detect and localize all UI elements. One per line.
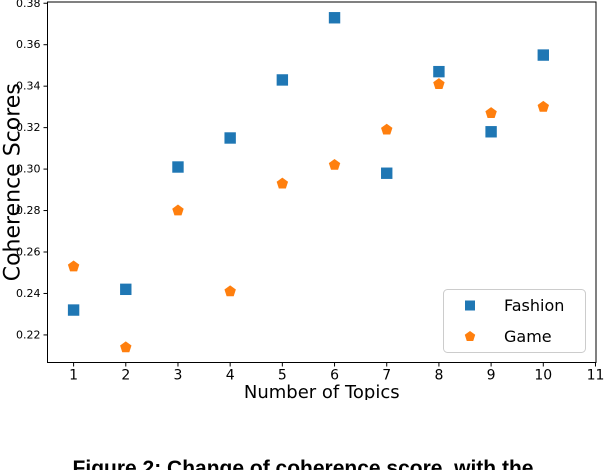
data-point-fashion	[67, 304, 80, 316]
x-tick-label: 4	[226, 368, 235, 384]
data-point-fashion	[485, 126, 497, 138]
y-tick-label: 0.30	[16, 163, 41, 176]
x-tick-label: 11	[587, 368, 605, 384]
legend-label-game: Game	[504, 327, 552, 346]
legend-marker-game	[464, 331, 476, 341]
data-point-fashion	[120, 283, 132, 296]
y-tick-label: 0.26	[16, 246, 41, 259]
legend-box	[443, 289, 586, 353]
data-point-game	[172, 204, 184, 216]
y-tick-label: 0.36	[16, 38, 41, 51]
data-point-game	[67, 260, 80, 272]
y-tick-label: 0.22	[16, 328, 41, 341]
legend-marker-fashion	[465, 300, 475, 311]
y-axis-label: Coherence Scores	[1, 83, 26, 281]
data-point-fashion	[381, 167, 393, 179]
data-point-fashion	[433, 65, 445, 78]
x-tick-label: 3	[174, 368, 183, 384]
coherence-scatter-chart: 1 2 3 4 5 6 7 8 9 10 11 0.22 0.24 0.26 0.28 0.30 0.32 0.3…	[1, 0, 605, 400]
data-point-fashion	[224, 132, 236, 144]
x-axis-label: Number of Topics	[244, 382, 400, 400]
data-point-game	[433, 78, 445, 89]
data-point-game	[381, 123, 393, 135]
x-tick-label: 5	[278, 368, 287, 384]
data-point-fashion	[537, 49, 549, 61]
data-point-fashion	[172, 161, 184, 173]
x-tick-label: 1	[69, 368, 78, 384]
data-point-game	[485, 107, 497, 118]
x-tick-label: 9	[487, 368, 496, 384]
x-tick-label: 10	[534, 368, 552, 384]
y-tick-label: 0.34	[16, 80, 41, 93]
data-point-fashion	[328, 12, 341, 24]
legend-label-fashion: Fashion	[504, 296, 564, 315]
y-tick-label: 0.28	[16, 204, 41, 217]
y-tick-label: 0.32	[16, 121, 41, 134]
data-point-game	[537, 100, 549, 112]
data-point-game	[120, 341, 132, 353]
data-point-game	[224, 285, 236, 297]
data-point-game	[276, 177, 289, 189]
data-point-game	[328, 158, 341, 170]
x-tick-label: 2	[121, 368, 130, 384]
y-tick-label: 0.24	[16, 287, 41, 300]
caption-line-1: Figure 2: Change of coherence score with…	[72, 457, 534, 470]
x-tick-label: 7	[382, 368, 391, 384]
data-point-fashion	[276, 74, 289, 86]
x-tick-label: 6	[330, 368, 339, 384]
y-tick-label: 0.38	[16, 0, 41, 10]
x-tick-label: 8	[434, 368, 443, 384]
figure-caption: Figure 2: Change of coherence score with…	[0, 404, 606, 470]
plot-border	[47, 1, 597, 363]
